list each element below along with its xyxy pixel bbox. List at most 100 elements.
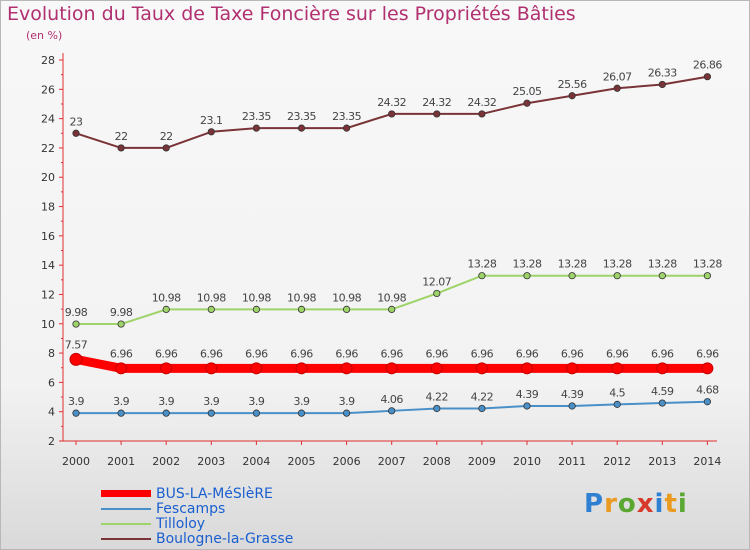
x-tick-label: 2003	[197, 455, 225, 468]
data-point	[611, 362, 624, 375]
x-tick-label: 2002	[152, 455, 180, 468]
data-point	[117, 409, 125, 417]
data-point	[388, 110, 396, 118]
x-tick-label: 2001	[107, 455, 135, 468]
data-label: 25.56	[558, 78, 587, 91]
data-label: 23.35	[287, 110, 316, 123]
data-label: 3.9	[203, 395, 219, 408]
data-point	[252, 409, 260, 417]
data-point	[478, 110, 486, 118]
data-label: 26.86	[693, 59, 722, 72]
x-tick-label: 2004	[242, 455, 270, 468]
data-point	[342, 305, 351, 314]
y-tick-label: 8	[48, 347, 55, 360]
data-label: 9.98	[65, 306, 88, 319]
data-point	[613, 272, 621, 280]
data-label: 6.96	[380, 347, 403, 360]
data-point	[295, 362, 308, 375]
data-point	[207, 409, 215, 417]
data-point	[385, 362, 398, 375]
proxiti-logo: Proxiti	[584, 489, 688, 519]
data-label: 22	[160, 130, 173, 143]
x-tick-label: 2011	[558, 455, 586, 468]
data-label: 6.96	[110, 347, 133, 360]
data-label: 13.28	[558, 258, 587, 271]
data-point	[115, 362, 128, 375]
data-point	[566, 362, 579, 375]
data-label: 6.96	[290, 347, 313, 360]
x-tick-label: 2008	[423, 455, 451, 468]
data-label: 3.9	[68, 395, 84, 408]
legend-label: Boulogne-la-Grasse	[156, 531, 294, 547]
y-tick-label: 26	[41, 83, 55, 96]
data-label: 25.05	[513, 85, 542, 98]
x-tick-label: 2006	[333, 455, 361, 468]
data-label: 4.06	[380, 393, 403, 406]
data-point	[160, 362, 173, 375]
data-point	[205, 362, 218, 375]
y-tick-label: 6	[48, 376, 55, 389]
data-label: 10.98	[197, 291, 226, 304]
data-label: 13.28	[693, 258, 722, 271]
logo-letter: t	[664, 489, 678, 519]
data-point	[162, 305, 170, 314]
data-point	[658, 272, 666, 280]
data-label: 26.33	[648, 66, 677, 79]
y-tick-label: 2	[48, 435, 55, 448]
data-label: 6.96	[335, 347, 358, 360]
data-point	[478, 404, 486, 413]
y-tick-label: 22	[41, 142, 55, 155]
data-point	[703, 272, 712, 280]
data-label: 6.96	[696, 347, 719, 360]
data-point	[613, 400, 621, 408]
legend-swatch	[101, 523, 151, 525]
data-point	[250, 362, 263, 375]
data-label: 22	[115, 130, 128, 143]
logo-letter: P	[584, 489, 605, 519]
data-point	[162, 409, 170, 417]
data-label: 4.39	[561, 388, 584, 401]
legend-label: Fescamps	[156, 501, 226, 517]
data-label: 10.98	[242, 291, 271, 304]
data-label: 6.96	[155, 347, 178, 360]
data-point	[117, 320, 125, 328]
y-tick-label: 18	[41, 201, 55, 214]
data-point	[72, 409, 80, 417]
data-label: 6.96	[651, 347, 674, 360]
data-point	[613, 84, 621, 92]
x-tick-label: 2012	[603, 455, 631, 468]
data-label: 23.35	[332, 110, 361, 123]
data-label: 13.28	[467, 258, 496, 271]
legend-swatch	[101, 508, 151, 510]
data-label: 6.96	[561, 347, 584, 360]
y-tick-label: 12	[41, 288, 55, 301]
data-point	[523, 402, 531, 410]
data-label: 10.98	[287, 291, 316, 304]
chart-subtitle: (en %)	[26, 29, 63, 42]
data-label: 3.9	[339, 395, 355, 408]
data-label: 13.28	[513, 258, 542, 271]
data-point	[388, 407, 396, 415]
y-tick-label: 28	[41, 54, 55, 67]
data-label: 7.57	[65, 338, 88, 351]
y-tick-label: 10	[41, 318, 55, 331]
legend-swatch	[101, 490, 151, 497]
data-label: 6.96	[606, 347, 629, 360]
logo-letter: x	[636, 489, 655, 519]
data-point	[207, 305, 215, 314]
data-label: 4.68	[696, 384, 719, 397]
data-label: 12.07	[422, 275, 451, 288]
legend-swatch	[101, 538, 151, 540]
data-point	[701, 362, 714, 375]
chart-title: Evolution du Taux de Taxe Foncière sur l…	[7, 3, 576, 25]
data-label: 24.32	[422, 96, 451, 109]
data-label: 4.59	[651, 385, 674, 398]
y-tick-label: 24	[41, 113, 55, 126]
data-point	[523, 272, 531, 280]
data-label: 24.32	[467, 96, 496, 109]
data-point	[703, 73, 712, 81]
data-label: 6.96	[471, 347, 494, 360]
data-point	[658, 80, 666, 89]
